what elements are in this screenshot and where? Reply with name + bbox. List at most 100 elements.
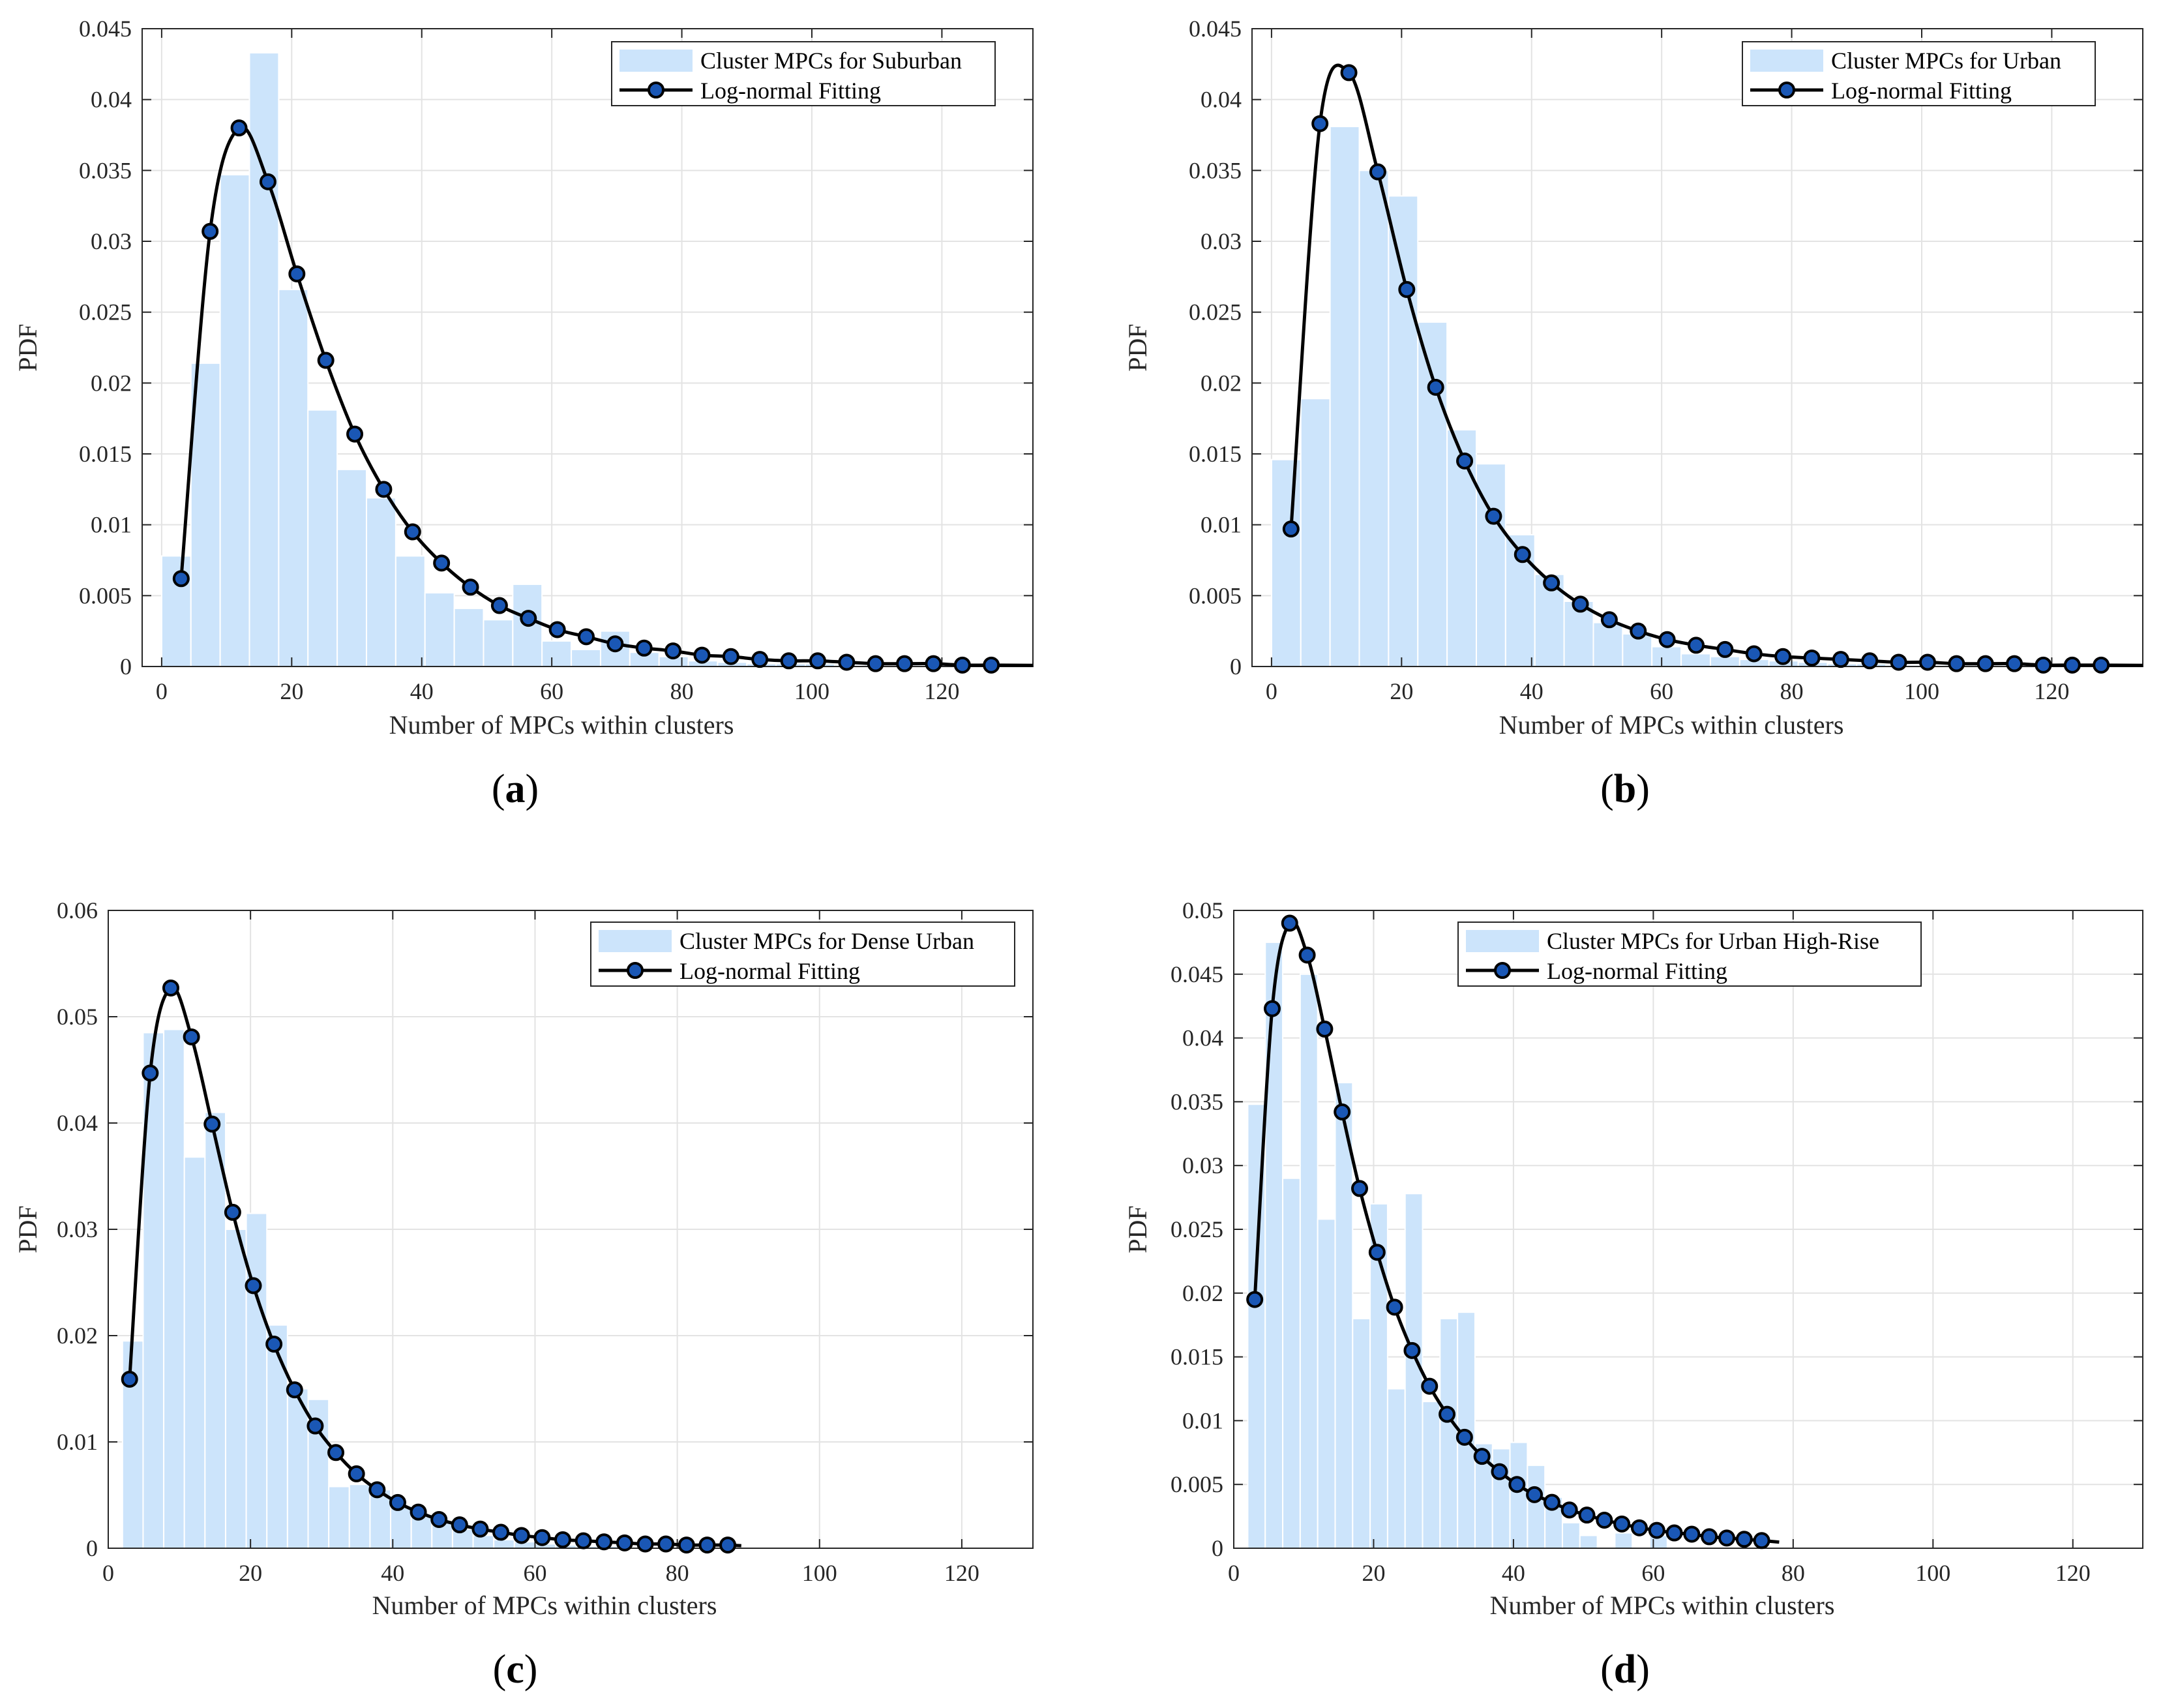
- fit-marker: [462, 578, 479, 596]
- histogram-bar: [328, 1486, 350, 1549]
- y-tick-label: 0.045: [79, 16, 132, 42]
- x-tick-label: 120: [2055, 1560, 2091, 1586]
- fit-marker: [678, 1536, 695, 1554]
- x-tick-label: 80: [1780, 678, 1804, 704]
- y-tick-label: 0.045: [1171, 961, 1223, 987]
- y-tick-label: 0: [120, 653, 132, 680]
- histogram-bar: [1422, 1401, 1441, 1550]
- fit-marker: [121, 1370, 138, 1388]
- subfigure-caption: (a): [492, 767, 539, 811]
- fit-marker: [183, 1028, 200, 1045]
- fit-marker: [1560, 1501, 1578, 1519]
- fit-marker: [1890, 653, 1907, 671]
- fit-marker: [1745, 645, 1763, 663]
- fit-marker: [433, 554, 451, 572]
- legend: Cluster MPCs for Suburban Log-normal Fitt…: [611, 41, 996, 106]
- histogram-bar: [245, 1212, 268, 1550]
- caption-paren-open: (: [1600, 1647, 1614, 1692]
- fit-marker: [1398, 280, 1416, 298]
- histogram-bar: [369, 1489, 392, 1550]
- y-tick-label: 0.005: [1189, 582, 1242, 608]
- y-tick-label: 0.04: [1201, 87, 1242, 113]
- fit-marker: [404, 523, 421, 541]
- fit-marker: [1421, 1377, 1439, 1395]
- y-tick-label: 0.005: [1171, 1471, 1223, 1497]
- histogram-bar: [1509, 1441, 1529, 1550]
- y-tick-label: 0.03: [1182, 1152, 1223, 1178]
- fit-marker: [1281, 914, 1298, 932]
- fit-marker: [346, 425, 364, 443]
- fit-marker: [953, 656, 971, 674]
- axes-box: [142, 28, 1034, 667]
- fit-marker: [1368, 1244, 1386, 1261]
- y-tick-label: 0.035: [79, 157, 132, 183]
- caption-paren-close: ): [1636, 1647, 1650, 1692]
- subfigure-caption: (c): [493, 1647, 538, 1692]
- fit-marker: [1918, 653, 1936, 671]
- histogram-bar: [1614, 1532, 1633, 1550]
- fit-marker: [1427, 378, 1444, 396]
- fit-marker: [2006, 655, 2023, 672]
- fit-marker: [410, 1503, 427, 1521]
- fit-marker: [925, 655, 942, 672]
- histogram-bar: [183, 1156, 206, 1550]
- fit-marker: [1282, 520, 1300, 538]
- legend-bar-swatch: [1750, 50, 1823, 72]
- histogram-bar: [365, 497, 396, 668]
- fit-marker: [327, 1444, 345, 1461]
- x-tick-label: 100: [794, 678, 829, 704]
- x-tick-label: 0: [156, 678, 168, 704]
- y-tick-label: 0.035: [1189, 157, 1242, 183]
- fit-marker: [1526, 1486, 1544, 1503]
- y-tick-label: 0: [1212, 1535, 1223, 1561]
- y-tick-label: 0.04: [1182, 1025, 1223, 1051]
- fit-marker: [265, 1336, 283, 1353]
- x-tick-label: 40: [381, 1560, 404, 1586]
- y-tick-label: 0.01: [91, 512, 132, 538]
- histogram-bar: [266, 1324, 288, 1549]
- histogram-bar: [483, 619, 514, 668]
- fit-marker: [606, 635, 624, 653]
- fit-marker: [1658, 631, 1676, 648]
- histogram-bar: [224, 1229, 247, 1549]
- fit-marker: [1311, 115, 1329, 132]
- x-tick-label: 20: [280, 678, 303, 704]
- fit-marker: [1665, 1524, 1683, 1542]
- fit-marker: [780, 652, 798, 670]
- fit-marker: [1403, 1341, 1421, 1359]
- histogram-bar: [1270, 458, 1302, 668]
- fit-marker: [548, 621, 566, 638]
- y-tick-label: 0.025: [1189, 299, 1242, 325]
- fit-marker: [2063, 656, 2081, 674]
- y-tick-label: 0: [1230, 653, 1242, 680]
- y-tick-label: 0.03: [91, 228, 132, 254]
- x-tick-label: 60: [540, 678, 563, 704]
- fit-marker: [513, 1527, 530, 1544]
- caption-paren-open: (: [493, 1647, 507, 1692]
- fit-marker: [1683, 1525, 1701, 1543]
- fit-marker: [471, 1520, 489, 1538]
- fit-marker: [2093, 656, 2110, 674]
- fit-marker: [2035, 656, 2052, 674]
- legend-label-histogram: Cluster MPCs for Dense Urban: [679, 928, 974, 954]
- x-axis-label: Number of MPCs within clusters: [372, 1591, 717, 1620]
- fit-marker: [533, 1529, 551, 1546]
- legend-bar-swatch: [619, 50, 693, 72]
- histogram-bar: [1358, 170, 1390, 668]
- x-axis-label: Number of MPCs within clusters: [1490, 1591, 1835, 1620]
- histogram-bar: [286, 1388, 309, 1549]
- y-axis-label: PDF: [13, 1205, 42, 1253]
- fit-marker: [1263, 1000, 1281, 1017]
- x-tick-label: 0: [102, 1560, 114, 1586]
- fit-marker: [1543, 574, 1560, 592]
- fit-marker: [1832, 651, 1849, 668]
- fit-marker: [751, 651, 769, 668]
- fit-marker: [1316, 1020, 1334, 1038]
- histogram-bar: [472, 1535, 495, 1549]
- fit-marker: [719, 1536, 737, 1554]
- x-tick-label: 120: [944, 1560, 979, 1586]
- subfigure-caption: (d): [1600, 1647, 1650, 1692]
- histogram-bar: [410, 1516, 433, 1550]
- fit-marker: [1861, 652, 1879, 670]
- y-tick-label: 0.01: [1182, 1407, 1223, 1433]
